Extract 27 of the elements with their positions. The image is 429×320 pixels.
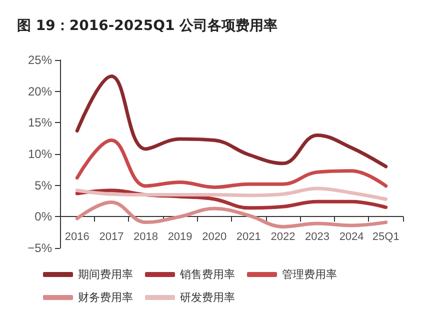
x-tick-label: 2023 xyxy=(305,231,330,244)
x-tick-label: 2024 xyxy=(339,231,364,244)
y-tick-label: 10% xyxy=(28,147,52,161)
y-tick-label: 0% xyxy=(34,210,52,224)
legend-label: 管理费用率 xyxy=(282,268,337,281)
x-tick-label: 2016 xyxy=(64,231,90,244)
x-tick-label: 2020 xyxy=(202,231,227,244)
y-tick-label: −5% xyxy=(28,241,52,255)
line-series xyxy=(75,200,388,228)
x-tick-label: 2017 xyxy=(99,231,124,244)
line-series xyxy=(75,138,388,189)
x-tick-label: 2018 xyxy=(134,231,158,244)
chart-title: 图 19：2016-2025Q1 公司各项费用率 xyxy=(17,17,278,34)
x-tick-label: 2019 xyxy=(168,231,192,244)
line-series xyxy=(75,186,388,201)
y-tick-label: 20% xyxy=(28,84,52,98)
x-tick-label: 2021 xyxy=(236,231,261,244)
y-tick-label: 5% xyxy=(34,178,52,192)
legend-label: 期间费用率 xyxy=(78,268,133,281)
y-tick-label: 25% xyxy=(28,53,52,67)
line-series xyxy=(75,74,388,168)
legend-label: 研发费用率 xyxy=(180,291,235,304)
legend-label: 财务费用率 xyxy=(78,291,133,304)
x-tick-label: 25Q1 xyxy=(372,231,400,244)
x-tick-label: 2022 xyxy=(270,231,296,244)
y-tick-label: 15% xyxy=(28,116,52,130)
legend-label: 销售费用率 xyxy=(179,268,235,281)
